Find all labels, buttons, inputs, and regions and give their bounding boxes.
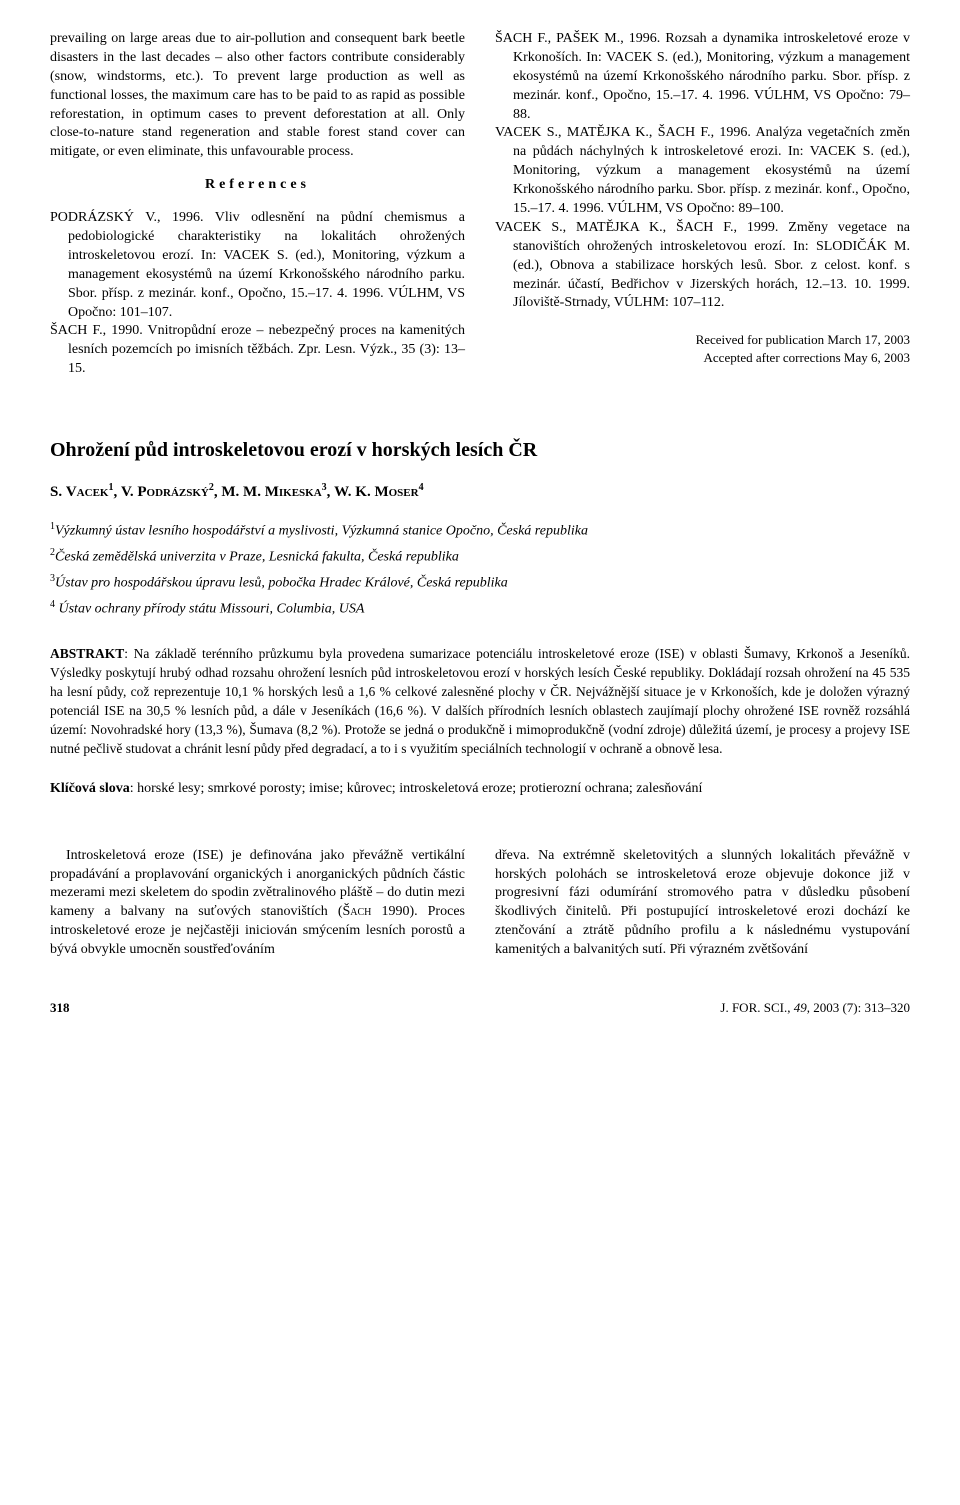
reference-entry: VACEK S., MATĚJKA K., ŠACH F., 1996. Ana… <box>495 124 910 218</box>
reference-entry: PODRÁZSKÝ V., 1996. Vliv odlesnění na pů… <box>50 209 465 322</box>
accepted-date: Accepted after corrections May 6, 2003 <box>495 349 910 367</box>
top-two-column: prevailing on large areas due to air-pol… <box>50 30 910 379</box>
body-left-column: Introskeletová eroze (ISE) je definována… <box>50 847 465 960</box>
keywords-label: Klíčová slova <box>50 781 130 796</box>
page-number: 318 <box>50 1000 70 1016</box>
abstract: ABSTRAKT: Na základě terénního průzkumu … <box>50 645 910 758</box>
citation-author: Šach <box>343 904 372 919</box>
received-block: Received for publication March 17, 2003 … <box>495 331 910 366</box>
right-column: ŠACH F., PAŠEK M., 1996. Rozsah a dynami… <box>495 30 910 379</box>
journal-citation: J. FOR. SCI., 49, 2003 (7): 313–320 <box>720 1000 910 1016</box>
keywords: Klíčová slova: horské lesy; smrkové poro… <box>50 781 910 797</box>
left-column: prevailing on large areas due to air-pol… <box>50 30 465 379</box>
authors-line: S. Vacek1, V. Podrázský2, M. M. Mikeska3… <box>50 482 910 501</box>
body-paragraph: Introskeletová eroze (ISE) je definována… <box>50 847 465 960</box>
affiliations: 1Výzkumný ústav lesního hospodářství a m… <box>50 519 910 621</box>
paragraph: prevailing on large areas due to air-pol… <box>50 30 465 162</box>
page-footer: 318 J. FOR. SCI., 49, 2003 (7): 313–320 <box>50 1000 910 1016</box>
author-name: M. Mikeska <box>243 484 322 500</box>
abstract-label: ABSTRAKT <box>50 646 124 661</box>
affiliation: 2Česká zemědělská univerzita v Praze, Le… <box>50 545 910 569</box>
author-name: W. K. Moser <box>334 484 418 500</box>
keywords-text: : horské lesy; smrkové porosty; imise; k… <box>130 781 703 796</box>
reference-entry: ŠACH F., PAŠEK M., 1996. Rozsah a dynami… <box>495 30 910 124</box>
body-right-column: dřeva. Na extrémně skeletovitých a slunn… <box>495 847 910 960</box>
affiliation: 4 Ústav ochrany přírody státu Missouri, … <box>50 597 910 621</box>
affiliation: 1Výzkumný ústav lesního hospodářství a m… <box>50 519 910 543</box>
author-name: Vacek <box>66 484 109 500</box>
body-paragraph: dřeva. Na extrémně skeletovitých a slunn… <box>495 847 910 960</box>
reference-entry: ŠACH F., 1990. Vnitropůdní eroze – nebez… <box>50 322 465 379</box>
body-two-column: Introskeletová eroze (ISE) je definována… <box>50 847 910 960</box>
references-heading: References <box>50 176 465 195</box>
received-date: Received for publication March 17, 2003 <box>495 331 910 349</box>
czech-title: Ohrožení půd introskeletovou erozí v hor… <box>50 439 910 462</box>
affiliation: 3Ústav pro hospodářskou úpravu lesů, pob… <box>50 571 910 595</box>
author-name: V. Podrázský <box>121 484 209 500</box>
reference-entry: VACEK S., MATĚJKA K., ŠACH F., 1999. Změ… <box>495 219 910 313</box>
abstract-text: : Na základě terénního průzkumu byla pro… <box>50 646 910 755</box>
